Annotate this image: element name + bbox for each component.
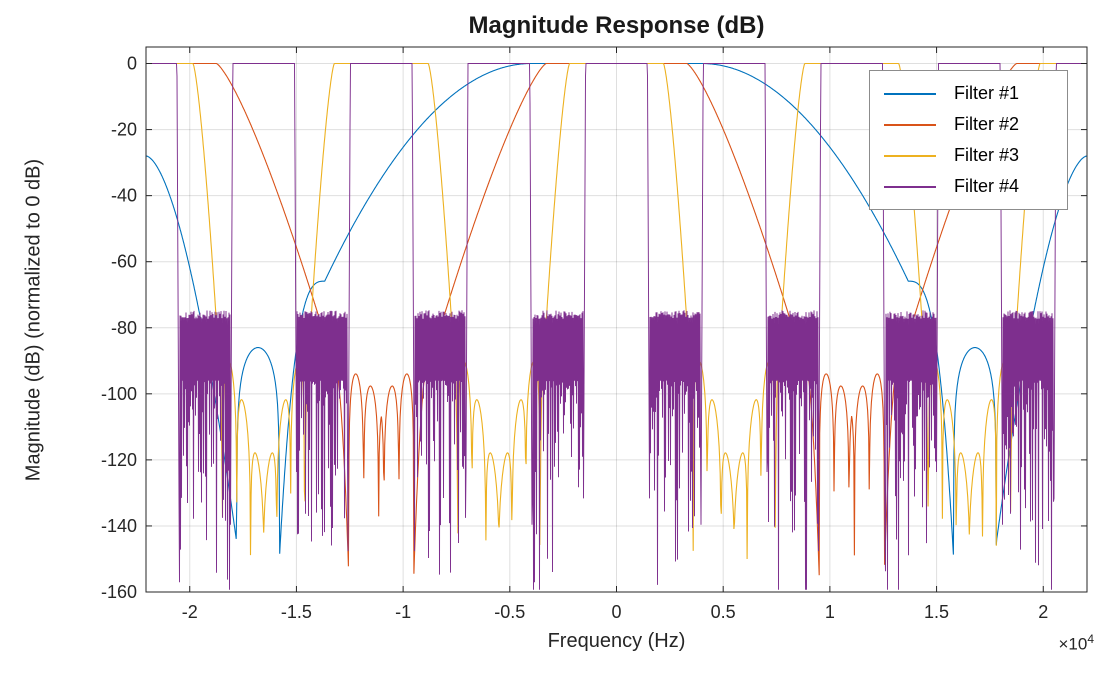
y-tick-label: -80 bbox=[111, 318, 137, 338]
x-tick-label: 0.5 bbox=[711, 602, 736, 622]
x-tick-label: 1 bbox=[825, 602, 835, 622]
legend-item-filter-2[interactable]: Filter #2 bbox=[883, 111, 1019, 138]
series-line-filter-4 bbox=[146, 63, 1087, 590]
plot-title: Magnitude Response (dB) bbox=[468, 12, 765, 39]
x-tick-label: -0.5 bbox=[494, 602, 525, 622]
tick-marks bbox=[146, 47, 1087, 593]
legend-line-sample-icon bbox=[883, 154, 936, 157]
x-tick-label: 1.5 bbox=[924, 602, 949, 622]
x-axis-multiplier-exponent: 4 bbox=[1087, 632, 1094, 646]
x-axis-multiplier-base: ×10 bbox=[1058, 634, 1088, 654]
y-tick-label: -20 bbox=[111, 120, 137, 140]
x-axis-label: Frequency (Hz) bbox=[547, 630, 686, 652]
legend-item-filter-3[interactable]: Filter #3 bbox=[883, 142, 1019, 169]
legend[interactable]: Filter #1 Filter #2 Filter #3 Filter #4 bbox=[868, 70, 1068, 210]
legend-item-filter-1[interactable]: Filter #1 bbox=[883, 80, 1019, 107]
y-tick-label: -100 bbox=[101, 384, 137, 404]
y-tick-label: -120 bbox=[101, 450, 137, 470]
x-axis-multiplier: ×104 bbox=[1058, 632, 1094, 655]
legend-line-sample-icon bbox=[883, 123, 936, 126]
legend-label: Filter #4 bbox=[953, 176, 1019, 196]
y-axis-label: Magnitude (dB) (normalized to 0 dB) bbox=[22, 158, 45, 482]
legend-label: Filter #2 bbox=[953, 114, 1019, 134]
y-tick-label: -40 bbox=[111, 186, 137, 206]
x-tick-label: -1 bbox=[395, 602, 411, 622]
x-tick-label: 0 bbox=[611, 602, 621, 622]
legend-label: Filter #3 bbox=[953, 145, 1019, 165]
y-tick-label: -60 bbox=[111, 252, 137, 272]
y-tick-label: 0 bbox=[127, 54, 137, 74]
axes-border bbox=[145, 46, 1088, 593]
y-tick-label: -140 bbox=[101, 516, 137, 536]
legend-item-filter-4[interactable]: Filter #4 bbox=[883, 173, 1019, 200]
x-tick-label: -1.5 bbox=[281, 602, 312, 622]
x-tick-label: -2 bbox=[182, 602, 198, 622]
legend-label: Filter #1 bbox=[953, 83, 1019, 103]
legend-line-sample-icon bbox=[883, 92, 936, 95]
x-tick-label: 2 bbox=[1038, 602, 1048, 622]
y-tick-label: -160 bbox=[101, 582, 137, 602]
legend-line-sample-icon bbox=[883, 185, 936, 188]
